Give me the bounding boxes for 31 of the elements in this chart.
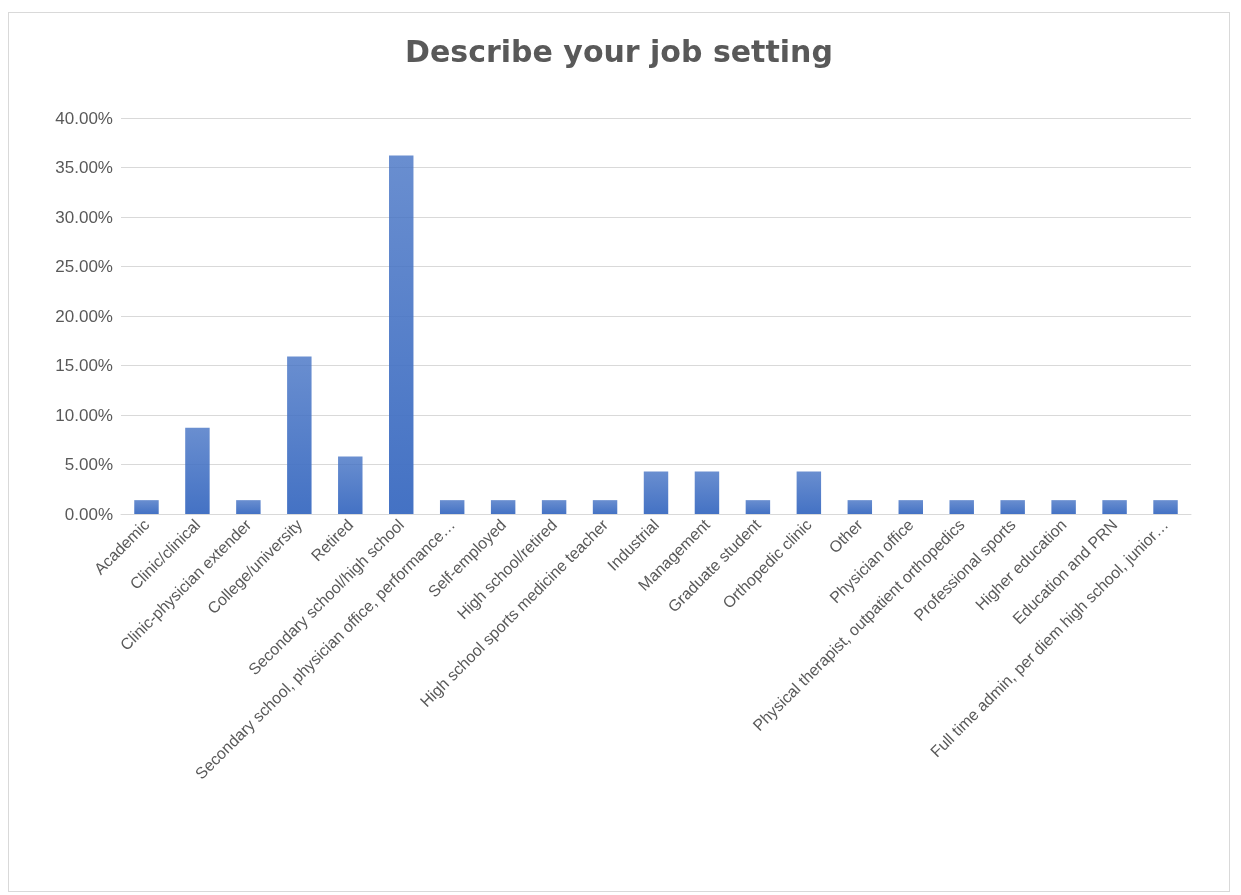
bar <box>541 500 567 514</box>
y-tick-label: 15.00% <box>55 356 113 375</box>
bar <box>287 356 312 514</box>
chart-title: Describe your job setting <box>405 33 833 69</box>
y-tick-label: 5.00% <box>64 455 113 474</box>
bar <box>236 500 261 514</box>
bar <box>185 427 210 514</box>
bar <box>796 471 822 514</box>
bar <box>694 471 720 514</box>
bar <box>847 500 873 514</box>
bar <box>389 155 414 514</box>
bar <box>338 456 363 514</box>
bar <box>1153 500 1178 514</box>
bar <box>1051 500 1076 514</box>
y-tick-label: 25.00% <box>55 257 113 276</box>
y-tick-label: 0.00% <box>64 504 113 524</box>
bar <box>949 500 974 514</box>
bar <box>439 500 465 514</box>
y-tick-label: 30.00% <box>55 207 113 227</box>
y-tick-label: 40.00% <box>55 108 113 128</box>
bar <box>643 471 669 514</box>
bar <box>592 500 618 514</box>
bar <box>745 500 771 514</box>
y-tick-label: 10.00% <box>55 405 113 425</box>
bar <box>898 500 923 514</box>
bar <box>490 500 516 514</box>
bar <box>134 500 159 514</box>
bar <box>1102 500 1127 514</box>
y-tick-label: 20.00% <box>55 306 113 326</box>
bar <box>1000 500 1025 514</box>
y-tick-label: 35.00% <box>55 158 113 177</box>
